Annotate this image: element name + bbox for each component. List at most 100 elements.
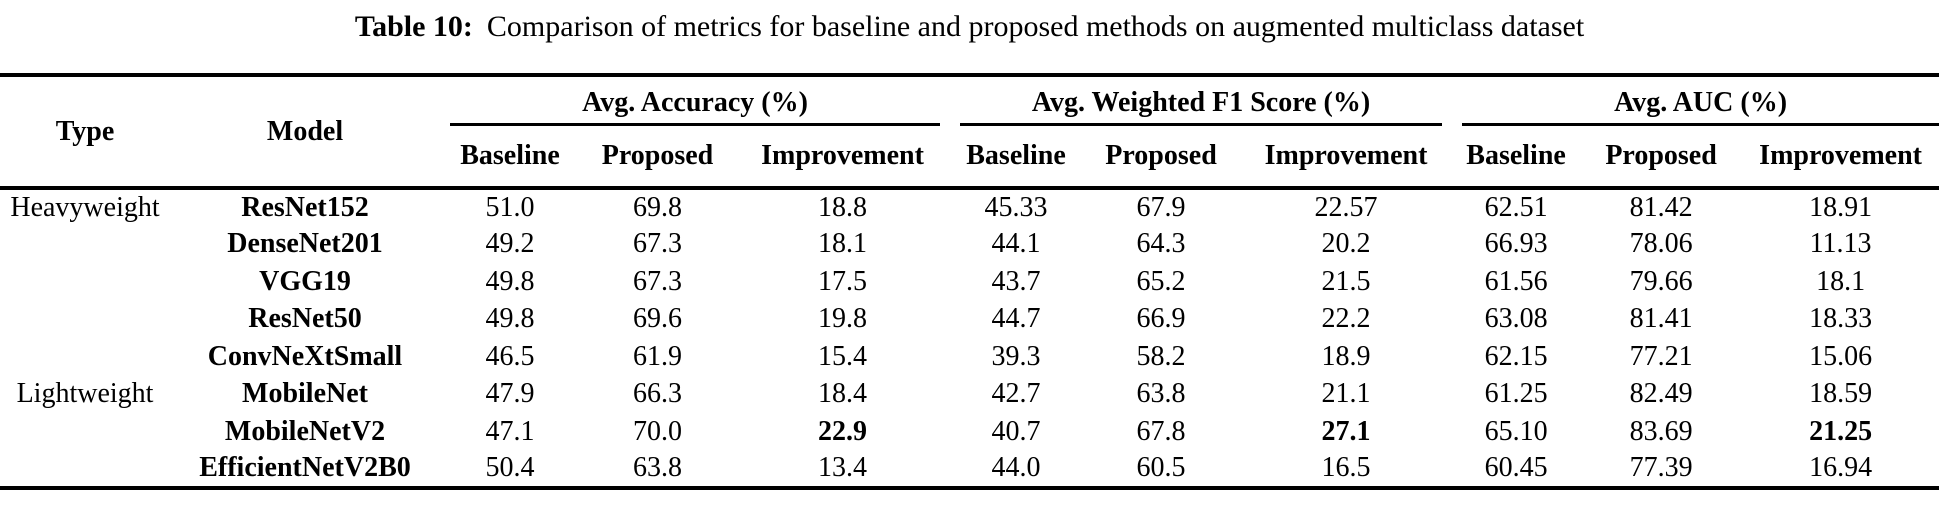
- table-body: Heavyweight ResNet152 51.0 69.8 18.8 45.…: [0, 188, 1939, 490]
- type-cell: [0, 263, 170, 301]
- table-row: VGG19 49.8 67.3 17.5 43.7 65.2 21.5 61.5…: [0, 263, 1939, 301]
- f1-proposed-cell: 67.8: [1136, 415, 1186, 447]
- acc-improvement-cell: 18.4: [818, 378, 868, 410]
- acc-improvement-cell: 17.5: [818, 265, 868, 297]
- auc-proposed-cell: 81.41: [1629, 303, 1693, 335]
- f1-proposed-cell: 65.2: [1136, 265, 1186, 297]
- acc-proposed-cell: 67.3: [633, 228, 682, 260]
- group-header-f1: Avg. Weighted F1 Score (%): [950, 75, 1452, 126]
- f1-improvement-cell: 20.2: [1321, 228, 1371, 260]
- auc-proposed-cell: 78.06: [1629, 228, 1693, 260]
- auc-improvement-cell: 11.13: [1809, 228, 1872, 260]
- table-row: EfficientNetV2B0 50.4 63.8 13.4 44.0 60.…: [0, 450, 1939, 490]
- auc-proposed-cell: 81.42: [1629, 191, 1693, 223]
- auc-proposed-cell: 79.66: [1629, 265, 1693, 297]
- table-row: ResNet50 49.8 69.6 19.8 44.7 66.9 22.2 6…: [0, 301, 1939, 339]
- acc-proposed-cell: 66.3: [633, 378, 682, 410]
- acc-improvement-cell: 15.4: [818, 340, 868, 372]
- acc-baseline-cell: 49.2: [485, 228, 535, 260]
- f1-improvement-cell: 21.5: [1321, 265, 1371, 297]
- f1-proposed-cell: 63.8: [1136, 378, 1186, 410]
- column-header-type: Type: [0, 75, 170, 190]
- type-cell: Heavyweight: [10, 191, 160, 223]
- auc-improvement-cell: 18.91: [1809, 191, 1873, 223]
- model-cell: DenseNet201: [227, 228, 383, 260]
- model-cell: MobileNetV2: [224, 415, 386, 447]
- f1-proposed-cell: 60.5: [1082, 450, 1241, 490]
- f1-improvement-cell: 22.2: [1321, 303, 1371, 335]
- sub-header-f1-baseline: Baseline: [950, 126, 1083, 190]
- acc-improvement-cell: 19.8: [818, 303, 868, 335]
- acc-improvement-cell: 18.1: [818, 228, 868, 260]
- table-row: MobileNetV2 47.1 70.0 22.9 40.7 67.8 27.…: [0, 413, 1939, 451]
- sub-header-acc-improvement: Improvement: [735, 126, 951, 190]
- f1-improvement-cell: 16.5: [1240, 450, 1453, 490]
- table-caption-label: Table 10:: [354, 10, 473, 43]
- auc-baseline-cell: 61.25: [1484, 378, 1548, 410]
- f1-improvement-cell: 22.57: [1314, 191, 1378, 223]
- auc-proposed-cell: 83.69: [1629, 415, 1693, 447]
- f1-improvement-cell: 21.1: [1321, 378, 1371, 410]
- table-caption: Table 10: Comparison of metrics for basel…: [0, 0, 1939, 73]
- acc-baseline-cell: 47.9: [485, 378, 535, 410]
- acc-improvement-cell: 13.4: [735, 450, 951, 490]
- table-row: Heavyweight ResNet152 51.0 69.8 18.8 45.…: [0, 188, 1939, 226]
- auc-baseline-cell: 61.56: [1484, 265, 1548, 297]
- auc-improvement-cell: 18.59: [1809, 378, 1873, 410]
- type-cell: [0, 450, 170, 490]
- f1-baseline-cell: 39.3: [991, 340, 1041, 372]
- sub-header-acc-baseline: Baseline: [440, 126, 580, 190]
- model-cell: MobileNet: [242, 378, 368, 410]
- auc-proposed-cell: 77.39: [1580, 450, 1743, 490]
- table-caption-text: Comparison of metrics for baseline and p…: [486, 10, 1585, 43]
- type-cell: [0, 226, 170, 264]
- sub-header-row: Baseline Proposed Improvement Baseline P…: [0, 126, 1939, 190]
- sub-header-auc-proposed: Proposed: [1580, 126, 1743, 190]
- f1-baseline-cell: 44.1: [991, 228, 1041, 260]
- model-cell: ResNet50: [248, 303, 362, 335]
- sub-header-auc-improvement: Improvement: [1742, 126, 1939, 190]
- f1-baseline-cell: 43.7: [991, 265, 1041, 297]
- sub-header-f1-proposed: Proposed: [1082, 126, 1241, 190]
- group-header-accuracy-label: Avg. Accuracy (%): [450, 77, 941, 126]
- acc-baseline-cell: 46.5: [485, 340, 535, 372]
- sub-header-acc-proposed: Proposed: [580, 126, 735, 190]
- f1-baseline-cell: 40.7: [991, 415, 1041, 447]
- acc-proposed-cell: 69.6: [633, 303, 682, 335]
- type-cell: [0, 413, 170, 451]
- f1-proposed-cell: 66.9: [1136, 303, 1186, 335]
- column-header-model: Model: [170, 75, 440, 190]
- metrics-table: Type Model Avg. Accuracy (%) Avg. Weight…: [0, 73, 1939, 490]
- auc-improvement-cell: 15.06: [1809, 340, 1873, 372]
- acc-improvement-cell: 22.9: [818, 415, 868, 447]
- acc-proposed-cell: 67.3: [633, 265, 682, 297]
- type-cell: Lightweight: [16, 378, 154, 410]
- acc-baseline-cell: 49.8: [485, 265, 535, 297]
- f1-proposed-cell: 58.2: [1136, 340, 1186, 372]
- table-row: Lightweight MobileNet 47.9 66.3 18.4 42.…: [0, 376, 1939, 414]
- f1-baseline-cell: 44.0: [950, 450, 1083, 490]
- auc-proposed-cell: 77.21: [1629, 340, 1693, 372]
- sub-header-auc-baseline: Baseline: [1452, 126, 1581, 190]
- acc-proposed-cell: 70.0: [633, 415, 682, 447]
- auc-baseline-cell: 62.51: [1484, 191, 1548, 223]
- f1-improvement-cell: 27.1: [1321, 415, 1371, 447]
- group-header-auc-label: Avg. AUC (%): [1462, 77, 1939, 126]
- auc-improvement-cell: 21.25: [1809, 415, 1873, 447]
- table-header: Type Model Avg. Accuracy (%) Avg. Weight…: [0, 75, 1939, 190]
- table-row: DenseNet201 49.2 67.3 18.1 44.1 64.3 20.…: [0, 226, 1939, 264]
- f1-proposed-cell: 67.9: [1136, 191, 1186, 223]
- auc-baseline-cell: 60.45: [1452, 450, 1581, 490]
- f1-proposed-cell: 64.3: [1136, 228, 1186, 260]
- group-header-auc: Avg. AUC (%): [1452, 75, 1939, 126]
- model-cell: VGG19: [259, 265, 351, 297]
- acc-baseline-cell: 50.4: [440, 450, 580, 490]
- auc-baseline-cell: 65.10: [1484, 415, 1548, 447]
- acc-proposed-cell: 61.9: [633, 340, 682, 372]
- model-cell: ConvNeXtSmall: [207, 340, 403, 372]
- acc-baseline-cell: 47.1: [485, 415, 535, 447]
- auc-improvement-cell: 16.94: [1742, 450, 1939, 490]
- group-header-row: Type Model Avg. Accuracy (%) Avg. Weight…: [0, 75, 1939, 190]
- type-cell: [0, 301, 170, 339]
